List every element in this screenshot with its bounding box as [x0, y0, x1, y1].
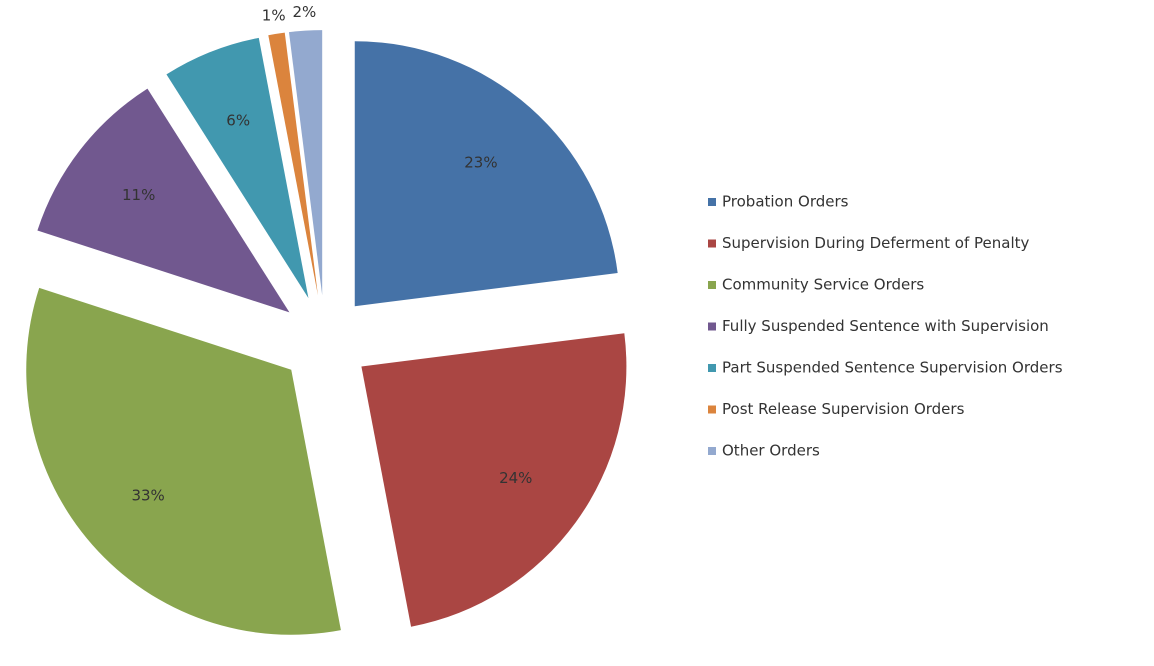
pie-slice	[26, 287, 341, 635]
legend-swatch	[708, 281, 716, 289]
legend-label: Other Orders	[722, 442, 820, 460]
legend-label: Community Service Orders	[722, 276, 924, 294]
legend-swatch	[708, 405, 716, 414]
legend-label: Fully Suspended Sentence with Supervisio…	[722, 317, 1049, 335]
data-label: 11%	[122, 186, 155, 204]
pie-slice	[37, 88, 290, 313]
legend-swatch	[708, 322, 716, 331]
legend-swatch	[708, 447, 716, 455]
pie-slice	[166, 37, 309, 299]
legend-label: Post Release Supervision Orders	[722, 400, 965, 418]
data-label: 23%	[464, 154, 497, 172]
pie-slice	[354, 41, 618, 307]
legend-swatch	[708, 364, 716, 372]
legend-label: Supervision During Deferment of Penalty	[722, 234, 1030, 252]
legend-swatch	[708, 239, 716, 248]
pie-slice	[361, 333, 627, 627]
data-label: 6%	[226, 111, 250, 129]
pie-slice	[288, 30, 323, 296]
pie-slice	[268, 32, 318, 296]
legend-label: Part Suspended Sentence Supervision Orde…	[722, 359, 1063, 377]
data-label: 1%	[262, 7, 286, 25]
data-label: 24%	[499, 469, 532, 487]
data-label: 33%	[131, 486, 164, 504]
legend-label: Probation Orders	[722, 193, 849, 211]
legend-swatch	[708, 198, 716, 206]
data-label: 2%	[293, 3, 317, 21]
